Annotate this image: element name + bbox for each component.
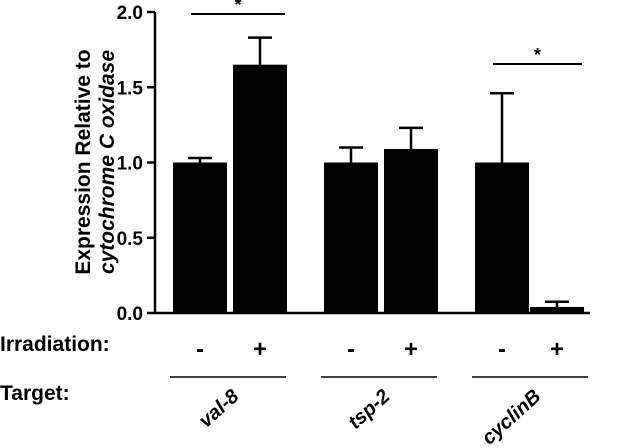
bar [530,306,584,313]
target-row-label: Target: [0,382,70,405]
irradiation-sign: - [347,336,355,363]
y-tick-label: 0.0 [117,304,143,325]
target-label: cyclinB [478,385,546,448]
bar [173,162,227,313]
category-annotation-rows: Irradiation: Target: - + - + - + [0,333,564,405]
y-axis-label: Expression Relative to cytochrome C oxid… [72,49,119,274]
bar [324,162,378,313]
irradiation-sign: + [253,336,267,363]
irradiation-sign: + [550,336,564,363]
y-axis-label-line1: Expression Relative to [72,49,95,274]
y-axis-label-line2: cytochrome C oxidase [96,50,119,274]
y-tick-label: 0.5 [117,229,144,250]
y-tick-label: 1.5 [117,78,144,99]
irradiation-row-label: Irradiation: [0,333,110,356]
irradiation-sign: - [196,336,204,363]
y-tick-label: 1.0 [117,154,143,175]
significance-asterisk: * [534,45,541,65]
target-label: tsp-2 [344,385,394,433]
significance-asterisk: * [234,0,241,15]
irradiation-sign: - [498,336,506,363]
irradiation-sign: + [404,336,418,363]
y-axis: 0.0 0.5 1.0 1.5 2.0 [117,3,157,325]
bar [384,148,438,313]
bar [475,162,529,313]
significance-markers: ** [191,0,582,65]
y-tick-label: 2.0 [117,3,143,24]
x-axis-labels: val-8 tsp-2 cyclinB [170,376,588,448]
bar [233,64,287,313]
bar-series [155,36,590,315]
target-label: val-8 [195,385,244,432]
